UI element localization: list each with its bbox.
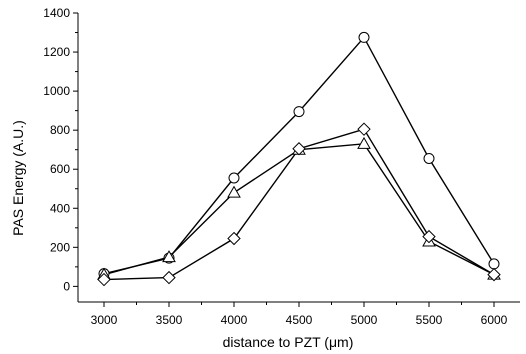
- x-tick-label: 6000: [481, 313, 508, 327]
- circle-marker: [293, 106, 305, 118]
- plot-area: 0 200 400 600 800 1000 1200 1400 3000 3500 4000 450…: [43, 6, 520, 327]
- triangle-marker: [162, 250, 176, 263]
- diamond-marker: [227, 231, 241, 246]
- x-axis-label: distance to PZT (μm): [223, 334, 354, 350]
- x-tick-label: 5500: [416, 313, 443, 327]
- circle-marker: [228, 172, 240, 184]
- x-tick-label: 4000: [221, 313, 248, 327]
- y-tick-label: 0: [63, 279, 70, 293]
- diamond-marker: [487, 267, 501, 282]
- diamond-marker: [422, 229, 436, 244]
- x-tick-label: 5000: [351, 313, 378, 327]
- circle-marker: [358, 31, 370, 43]
- y-tick-label: 200: [50, 240, 70, 254]
- y-tick-label: 1200: [43, 45, 70, 59]
- circle-marker: [488, 258, 500, 270]
- diamond-marker: [292, 142, 306, 156]
- y-tick-label: 400: [50, 201, 70, 215]
- diamond-marker: [97, 272, 111, 287]
- y-axis-label: PAS Energy (A.U.): [10, 120, 26, 236]
- circle-marker: [423, 152, 435, 164]
- triangle-marker: [357, 136, 371, 149]
- diamond-marker: [357, 122, 371, 136]
- series-line-triangle: [103, 143, 495, 276]
- x-tick-label: 3000: [91, 313, 118, 327]
- y-tick-label: 600: [50, 162, 70, 176]
- x-tick-label: 4500: [286, 313, 313, 327]
- y-tick-label: 800: [50, 123, 70, 137]
- y-tick-label: 1400: [43, 6, 70, 20]
- series-line-circle: [103, 36, 495, 275]
- triangle-marker: [227, 185, 241, 198]
- y-tick-label: 1000: [43, 84, 70, 98]
- x-tick-label: 3500: [156, 313, 183, 327]
- diamond-marker: [162, 270, 176, 285]
